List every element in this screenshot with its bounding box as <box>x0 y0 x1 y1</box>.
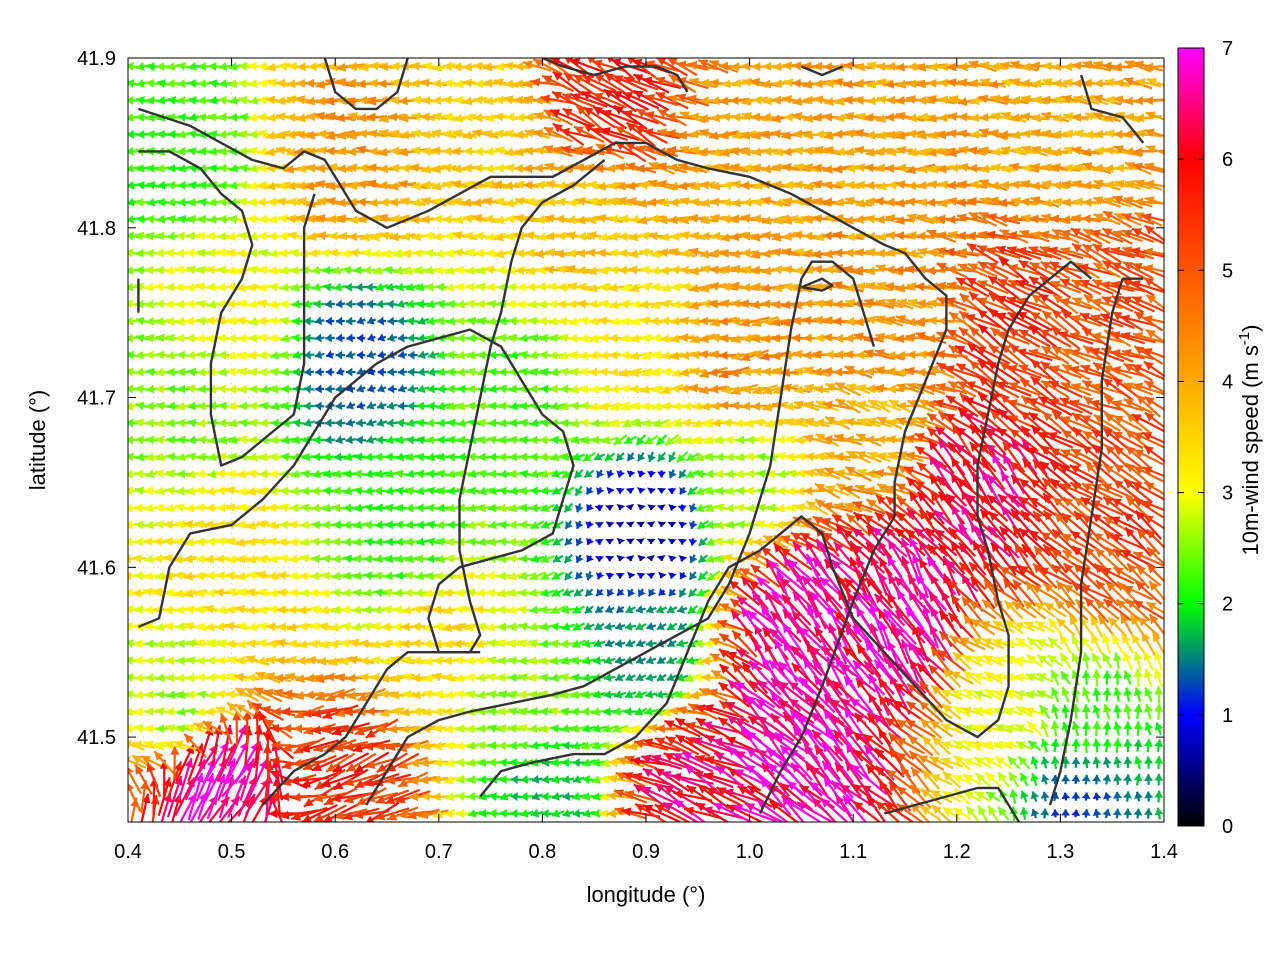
wind-vector <box>188 147 203 156</box>
wind-vector <box>170 745 180 780</box>
wind-vector <box>166 690 183 700</box>
wind-vector <box>226 701 248 722</box>
wind-vector <box>156 163 173 173</box>
x-tick-label: 0.8 <box>528 841 556 863</box>
x-tick-label: 1.0 <box>736 841 764 863</box>
x-tick-label: 0.5 <box>218 841 246 863</box>
colorbar-label: 10m-wind speed (m s-1) <box>1236 325 1263 556</box>
wind-vector <box>173 740 197 751</box>
colorbar-label-end: ) <box>1238 325 1263 332</box>
x-tick-label: 0.9 <box>632 841 660 863</box>
wind-vector <box>128 740 145 751</box>
colorbar-tick-label: 7 <box>1222 38 1233 60</box>
wind-vector <box>166 775 183 818</box>
wind-vector <box>135 62 152 71</box>
wind-vector <box>167 163 182 173</box>
wind-vector <box>135 333 152 343</box>
wind-vector <box>208 146 224 156</box>
wind-vector <box>145 78 163 88</box>
x-axis-label: longitude (°) <box>587 882 706 907</box>
x-tick-label: 1.3 <box>1046 841 1074 863</box>
wind-vector <box>218 774 235 819</box>
x-tick-label: 0.7 <box>425 841 453 863</box>
wind-vector <box>232 711 242 746</box>
wind-vector <box>198 180 214 190</box>
wind-vector <box>239 758 256 802</box>
wind-vector <box>202 720 231 737</box>
colorbar-tick-label: 5 <box>1222 260 1233 282</box>
wind-vector <box>134 764 153 795</box>
wind-vector <box>128 767 143 795</box>
colorbar-tick-label: 2 <box>1222 594 1233 616</box>
wind-vector <box>128 231 142 241</box>
colorbar-tick-label: 4 <box>1222 371 1233 393</box>
colorbar-tick-label: 1 <box>1222 705 1233 727</box>
wind-vector <box>219 712 233 745</box>
x-tick-label: 0.4 <box>114 841 142 863</box>
wind-vector <box>197 95 214 105</box>
wind-vector <box>146 762 162 798</box>
wind-vector <box>226 673 247 682</box>
wind-vector <box>225 689 249 699</box>
x-tick-label: 1.4 <box>1150 841 1178 863</box>
colorbar-tick-label: 3 <box>1222 483 1233 505</box>
wind-vector <box>188 180 203 190</box>
colorbar-tick-label: 6 <box>1222 149 1233 171</box>
x-tick-label: 1.2 <box>943 841 971 863</box>
wind-vector <box>218 435 235 445</box>
wind-vector <box>217 757 236 802</box>
wind-vector <box>184 723 206 733</box>
x-tick-label: 0.6 <box>321 841 349 863</box>
wind-vector <box>197 773 215 820</box>
wind-vector <box>167 96 182 105</box>
wind-vector <box>206 773 226 820</box>
wind-vector <box>134 231 153 241</box>
y-tick-label: 41.6 <box>77 557 116 579</box>
colorbar-label-main: 10m-wind speed (m s <box>1238 345 1263 555</box>
wind-vector <box>173 588 196 598</box>
wind-vector <box>215 706 238 717</box>
y-tick-label: 41.8 <box>77 218 116 240</box>
wind-vector <box>193 722 218 736</box>
wind-vector <box>177 757 194 802</box>
wind-vector <box>163 740 186 750</box>
wind-vector <box>153 750 176 775</box>
wind-vector <box>227 775 247 818</box>
y-tick-label: 41.7 <box>77 388 116 410</box>
colorbar-label-sup: -1 <box>1236 332 1253 345</box>
y-axis-label: latitude (°) <box>25 390 50 491</box>
wind-vector <box>128 756 147 769</box>
colorbar-tick-label: 0 <box>1222 816 1233 838</box>
x-tick-label: 1.1 <box>839 841 867 863</box>
wind-vector <box>166 214 183 224</box>
y-tick-label: 41.5 <box>77 727 116 749</box>
wind-vector <box>187 772 204 821</box>
colorbar <box>1177 47 1205 827</box>
wind-vector <box>136 163 151 173</box>
y-tick-label: 41.9 <box>77 48 116 70</box>
wind-vector <box>167 761 183 799</box>
wind-vector <box>177 214 193 224</box>
wind-vector <box>136 96 151 105</box>
wind-vector <box>136 180 151 190</box>
wind-vector <box>221 724 234 767</box>
